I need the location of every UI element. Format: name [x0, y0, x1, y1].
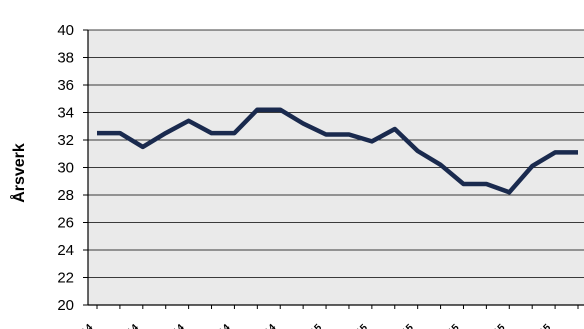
- x-tick-label: 15: [354, 322, 370, 329]
- series-line: [97, 107, 578, 195]
- x-tick-label: 15: [400, 322, 416, 329]
- y-tick-label: 34: [57, 105, 74, 122]
- x-tick-label: 15: [309, 322, 325, 329]
- y-tick-label: 30: [57, 160, 74, 177]
- x-tick-label: 15: [446, 322, 462, 329]
- gridlines: [88, 29, 584, 306]
- y-tick-label: 22: [57, 270, 74, 287]
- y-axis-title: Årsverk: [9, 143, 28, 203]
- series-layer: [96, 107, 579, 195]
- y-tick-label: 24: [57, 242, 74, 259]
- x-tick-label: 15: [538, 322, 554, 329]
- y-tick-label: 38: [57, 50, 74, 67]
- y-tick-label: 40: [57, 22, 74, 39]
- y-tick-label: 36: [57, 77, 74, 94]
- x-tick-label: 14: [263, 322, 279, 329]
- y-tick-label: 32: [57, 132, 74, 149]
- y-tick-label: 20: [57, 297, 74, 314]
- y-tick-label: 28: [57, 187, 74, 204]
- x-tick-label: 14: [79, 322, 95, 329]
- x-axis-ticks: 14 14 14 14 14 15 15 15 15 15 15: [79, 305, 579, 329]
- x-tick-label: 14: [125, 322, 141, 329]
- x-tick-label: 14: [171, 322, 187, 329]
- y-tick-label: 26: [57, 215, 74, 232]
- x-tick-label: 15: [492, 322, 508, 329]
- y-axis-ticks: 20 22 24 26 28 30 32 34 36 38 40: [57, 22, 88, 314]
- x-tick-label: 14: [217, 322, 233, 329]
